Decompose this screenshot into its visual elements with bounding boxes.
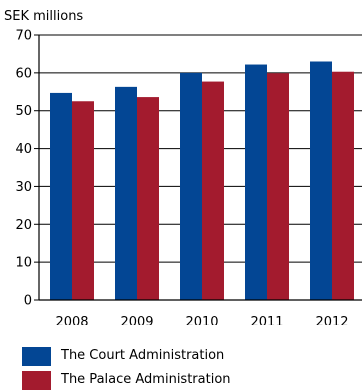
- legend-label-palace: The Palace Administration: [61, 372, 231, 387]
- y-tick-label: 0: [24, 294, 32, 309]
- bar-court-2010: [180, 72, 202, 300]
- bar-court-2008: [50, 92, 72, 301]
- bar-court-2012: [310, 61, 332, 300]
- y-tick-label: 60: [15, 66, 32, 81]
- y-tick-label: 20: [15, 218, 32, 233]
- bar-palace-2011: [267, 73, 289, 300]
- bar-palace-2009: [137, 97, 159, 300]
- x-tick-label: 2010: [185, 315, 218, 325]
- bar-palace-2010: [202, 81, 224, 300]
- bars: [50, 61, 354, 301]
- x-tick-label: 2009: [120, 315, 153, 325]
- legend-label-court: The Court Administration: [61, 348, 225, 363]
- y-tick-label: 50: [15, 104, 32, 119]
- axes: 0 10 20 30 40 50 60 70 2008 2009 2010 2011 2012: [15, 29, 362, 325]
- bar-court-2011: [245, 64, 267, 301]
- y-tick-label: 30: [15, 180, 32, 195]
- x-tick-label: 2012: [315, 315, 348, 325]
- legend-swatch-court: [22, 347, 51, 366]
- bar-palace-2008: [72, 101, 94, 300]
- bar-palace-2012: [332, 71, 354, 300]
- y-tick-label: 70: [15, 29, 32, 44]
- legend-swatch-palace: [22, 371, 51, 390]
- y-tick-label: 10: [15, 256, 32, 271]
- bar-court-2009: [115, 86, 137, 300]
- x-tick-label: 2008: [55, 315, 88, 325]
- y-axis-title: SEK millions: [4, 9, 83, 24]
- x-tick-label: 2011: [250, 315, 283, 325]
- y-tick-label: 40: [15, 142, 32, 157]
- bar-chart: SEK millions 0 10 20 30 40 50 60 70 2008 2009 2010…: [4, 9, 362, 325]
